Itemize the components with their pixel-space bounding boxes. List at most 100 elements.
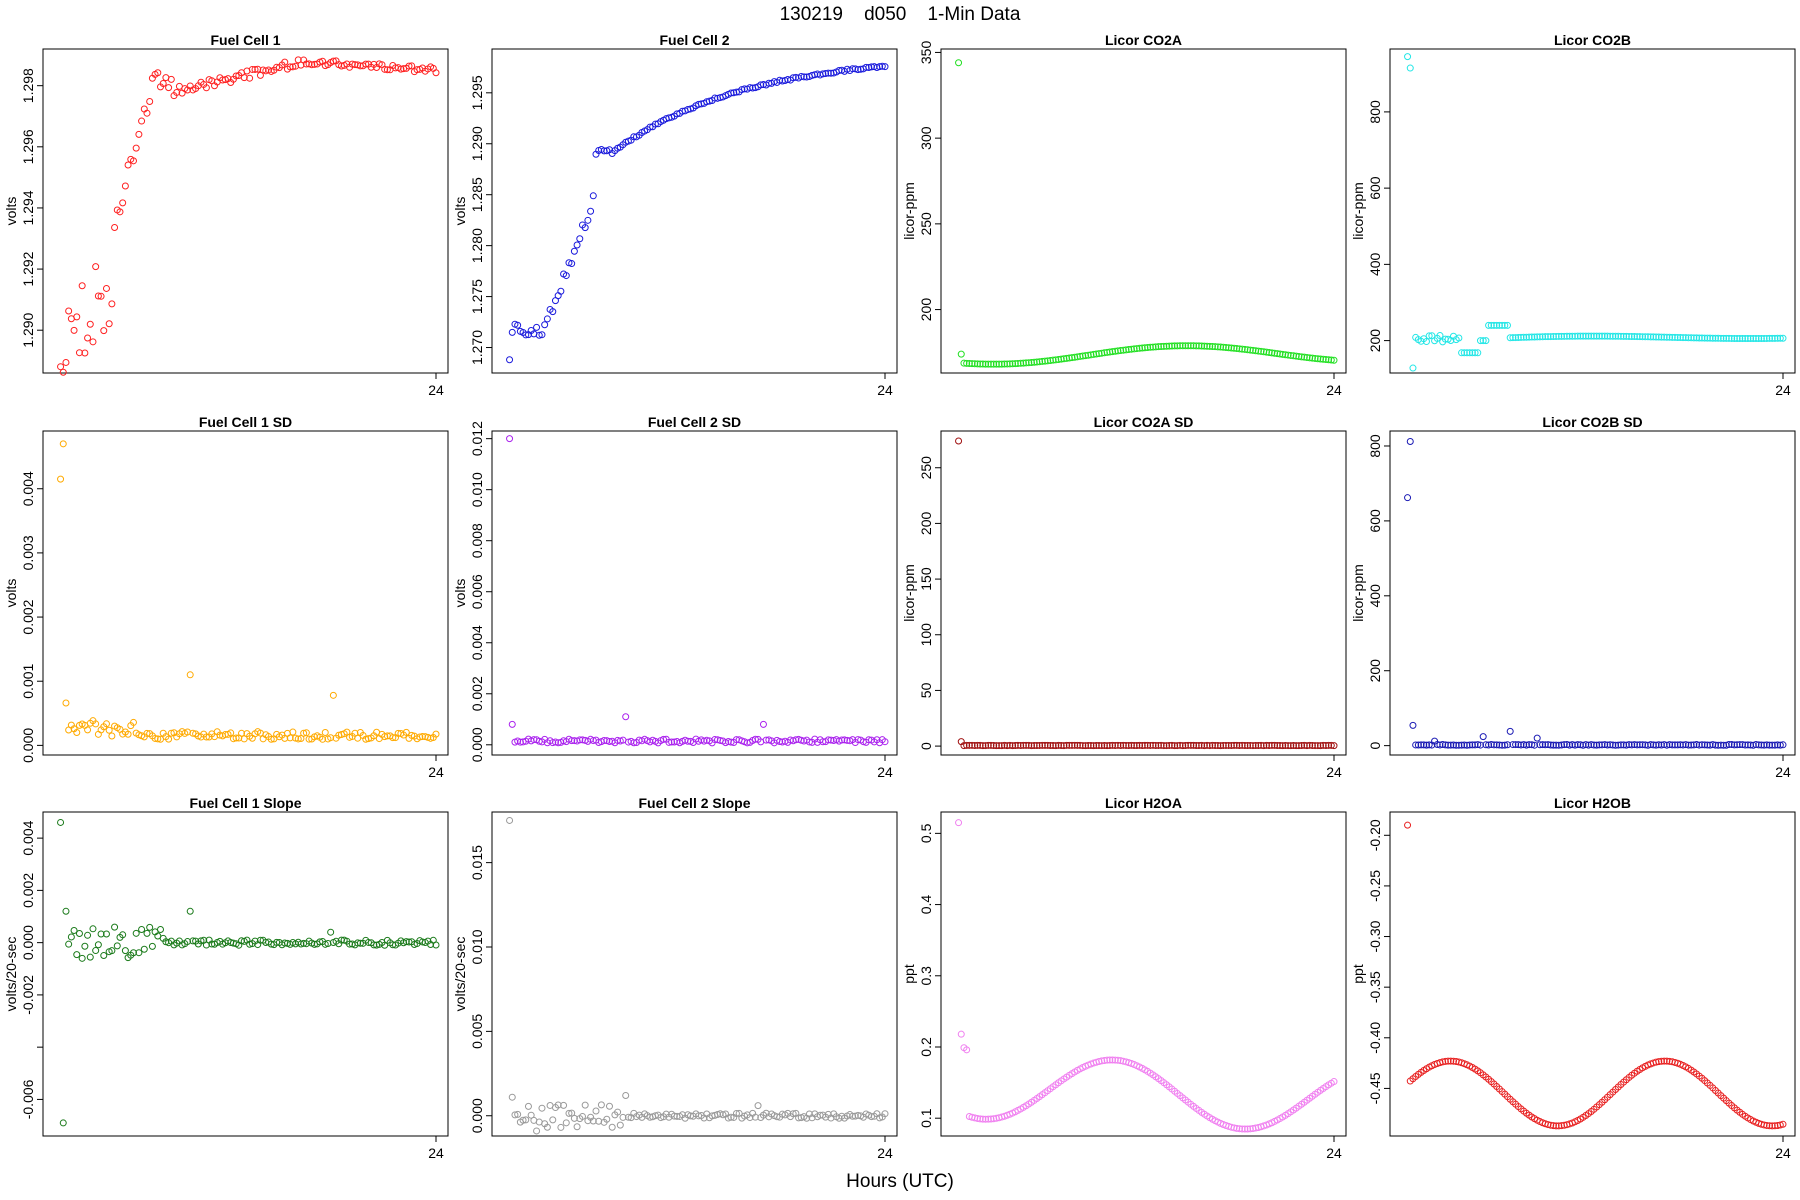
data-point <box>1114 741 1122 749</box>
data-point <box>838 736 846 744</box>
panel-title: Fuel Cell 2 Slope <box>638 795 750 811</box>
data-point <box>302 60 310 68</box>
data-point <box>1466 741 1474 749</box>
panel-licor-co2a-sd: Licor CO2A SD licor-ppm 0 50 100 150 200 250 24 <box>901 414 1347 780</box>
y-tick-label: 1.292 <box>20 251 36 286</box>
data-point <box>1625 741 1633 749</box>
data-point <box>286 63 294 71</box>
data-point <box>1308 354 1316 362</box>
data-point <box>348 60 356 68</box>
data-point <box>1314 355 1322 363</box>
data-point <box>1531 741 1539 749</box>
data-point <box>1146 343 1154 351</box>
data-point <box>1555 741 1563 749</box>
data-point <box>1246 1125 1254 1133</box>
data-point <box>92 263 100 271</box>
data-point <box>1649 333 1657 341</box>
data-point <box>562 272 570 280</box>
data-point <box>1298 353 1306 361</box>
data-point <box>711 736 719 744</box>
y-axis-label: volts/20-sec <box>3 937 19 1012</box>
data-point <box>1765 1122 1773 1130</box>
data-point <box>1038 741 1046 749</box>
data-point <box>1439 741 1447 749</box>
data-point <box>570 247 578 255</box>
data-point <box>506 435 514 443</box>
data-point <box>1528 741 1536 749</box>
data-point <box>1647 333 1655 341</box>
data-point <box>973 1114 981 1122</box>
data-point <box>789 74 797 82</box>
data-point <box>1038 357 1046 365</box>
data-point <box>1609 741 1617 749</box>
data-point <box>1509 741 1517 749</box>
data-point <box>1555 332 1563 340</box>
data-point <box>1071 353 1079 361</box>
data-point <box>108 947 116 955</box>
x-tick-label: 24 <box>1775 1145 1791 1161</box>
y-tick-label: 250 <box>918 212 934 236</box>
data-point <box>1485 741 1493 749</box>
y-tick-label: 400 <box>1367 252 1383 276</box>
y-tick-label: 0.2 <box>918 1037 934 1057</box>
data-point <box>216 731 224 739</box>
data-point <box>963 1046 971 1054</box>
data-point <box>186 907 194 915</box>
data-point <box>570 1114 578 1122</box>
data-point <box>1752 741 1760 749</box>
data-point <box>738 86 746 94</box>
data-point <box>1536 741 1544 749</box>
data-point <box>1187 741 1195 749</box>
data-point <box>1644 333 1652 341</box>
data-point <box>1490 741 1498 749</box>
data-point <box>1514 333 1522 341</box>
panel-title: Licor H2OB <box>1554 795 1631 811</box>
data-point <box>1560 332 1568 340</box>
data-point <box>1660 1057 1668 1065</box>
data-point <box>1287 742 1295 750</box>
data-point <box>1774 334 1782 342</box>
data-point <box>1620 741 1628 749</box>
data-point <box>1303 354 1311 362</box>
y-tick-label: 0.004 <box>20 471 36 506</box>
data-point <box>1687 334 1695 342</box>
data-point <box>1044 741 1052 749</box>
data-point <box>1322 742 1330 750</box>
plot-frame <box>1389 811 1796 1137</box>
data-point <box>1136 344 1144 352</box>
data-point <box>1268 741 1276 749</box>
data-point <box>1279 742 1287 750</box>
data-point <box>1628 332 1636 340</box>
data-point <box>1479 733 1487 741</box>
data-point <box>84 726 92 734</box>
panel-licor-h2oa: Licor H2OA ppt 0.1 0.2 0.3 0.4 0.5 24 <box>901 795 1347 1161</box>
data-point <box>1749 741 1757 749</box>
data-point <box>995 360 1003 368</box>
data-point <box>167 75 175 83</box>
data-point <box>622 713 630 721</box>
data-point <box>778 738 786 746</box>
data-point <box>248 65 256 73</box>
plot-frame <box>42 811 449 1137</box>
data-point <box>554 292 562 300</box>
data-point <box>1747 741 1755 749</box>
data-point <box>1000 360 1008 368</box>
data-point <box>1049 356 1057 364</box>
data-point <box>167 729 175 737</box>
data-point <box>129 157 137 165</box>
data-point <box>1149 741 1157 749</box>
data-point <box>1030 358 1038 366</box>
data-point <box>570 737 578 745</box>
data-point <box>665 738 673 746</box>
data-point <box>1014 741 1022 749</box>
data-point <box>97 930 105 938</box>
data-point <box>1639 741 1647 749</box>
data-point <box>346 940 354 948</box>
data-point <box>1238 345 1246 353</box>
data-point <box>551 738 559 746</box>
data-point <box>1728 741 1736 749</box>
plot-frame <box>940 430 1347 756</box>
data-point <box>971 742 979 750</box>
panel-licor-co2b-sd: Licor CO2B SD licor-ppm 0 200 400 600 800 24 <box>1350 414 1796 780</box>
data-point <box>1014 359 1022 367</box>
